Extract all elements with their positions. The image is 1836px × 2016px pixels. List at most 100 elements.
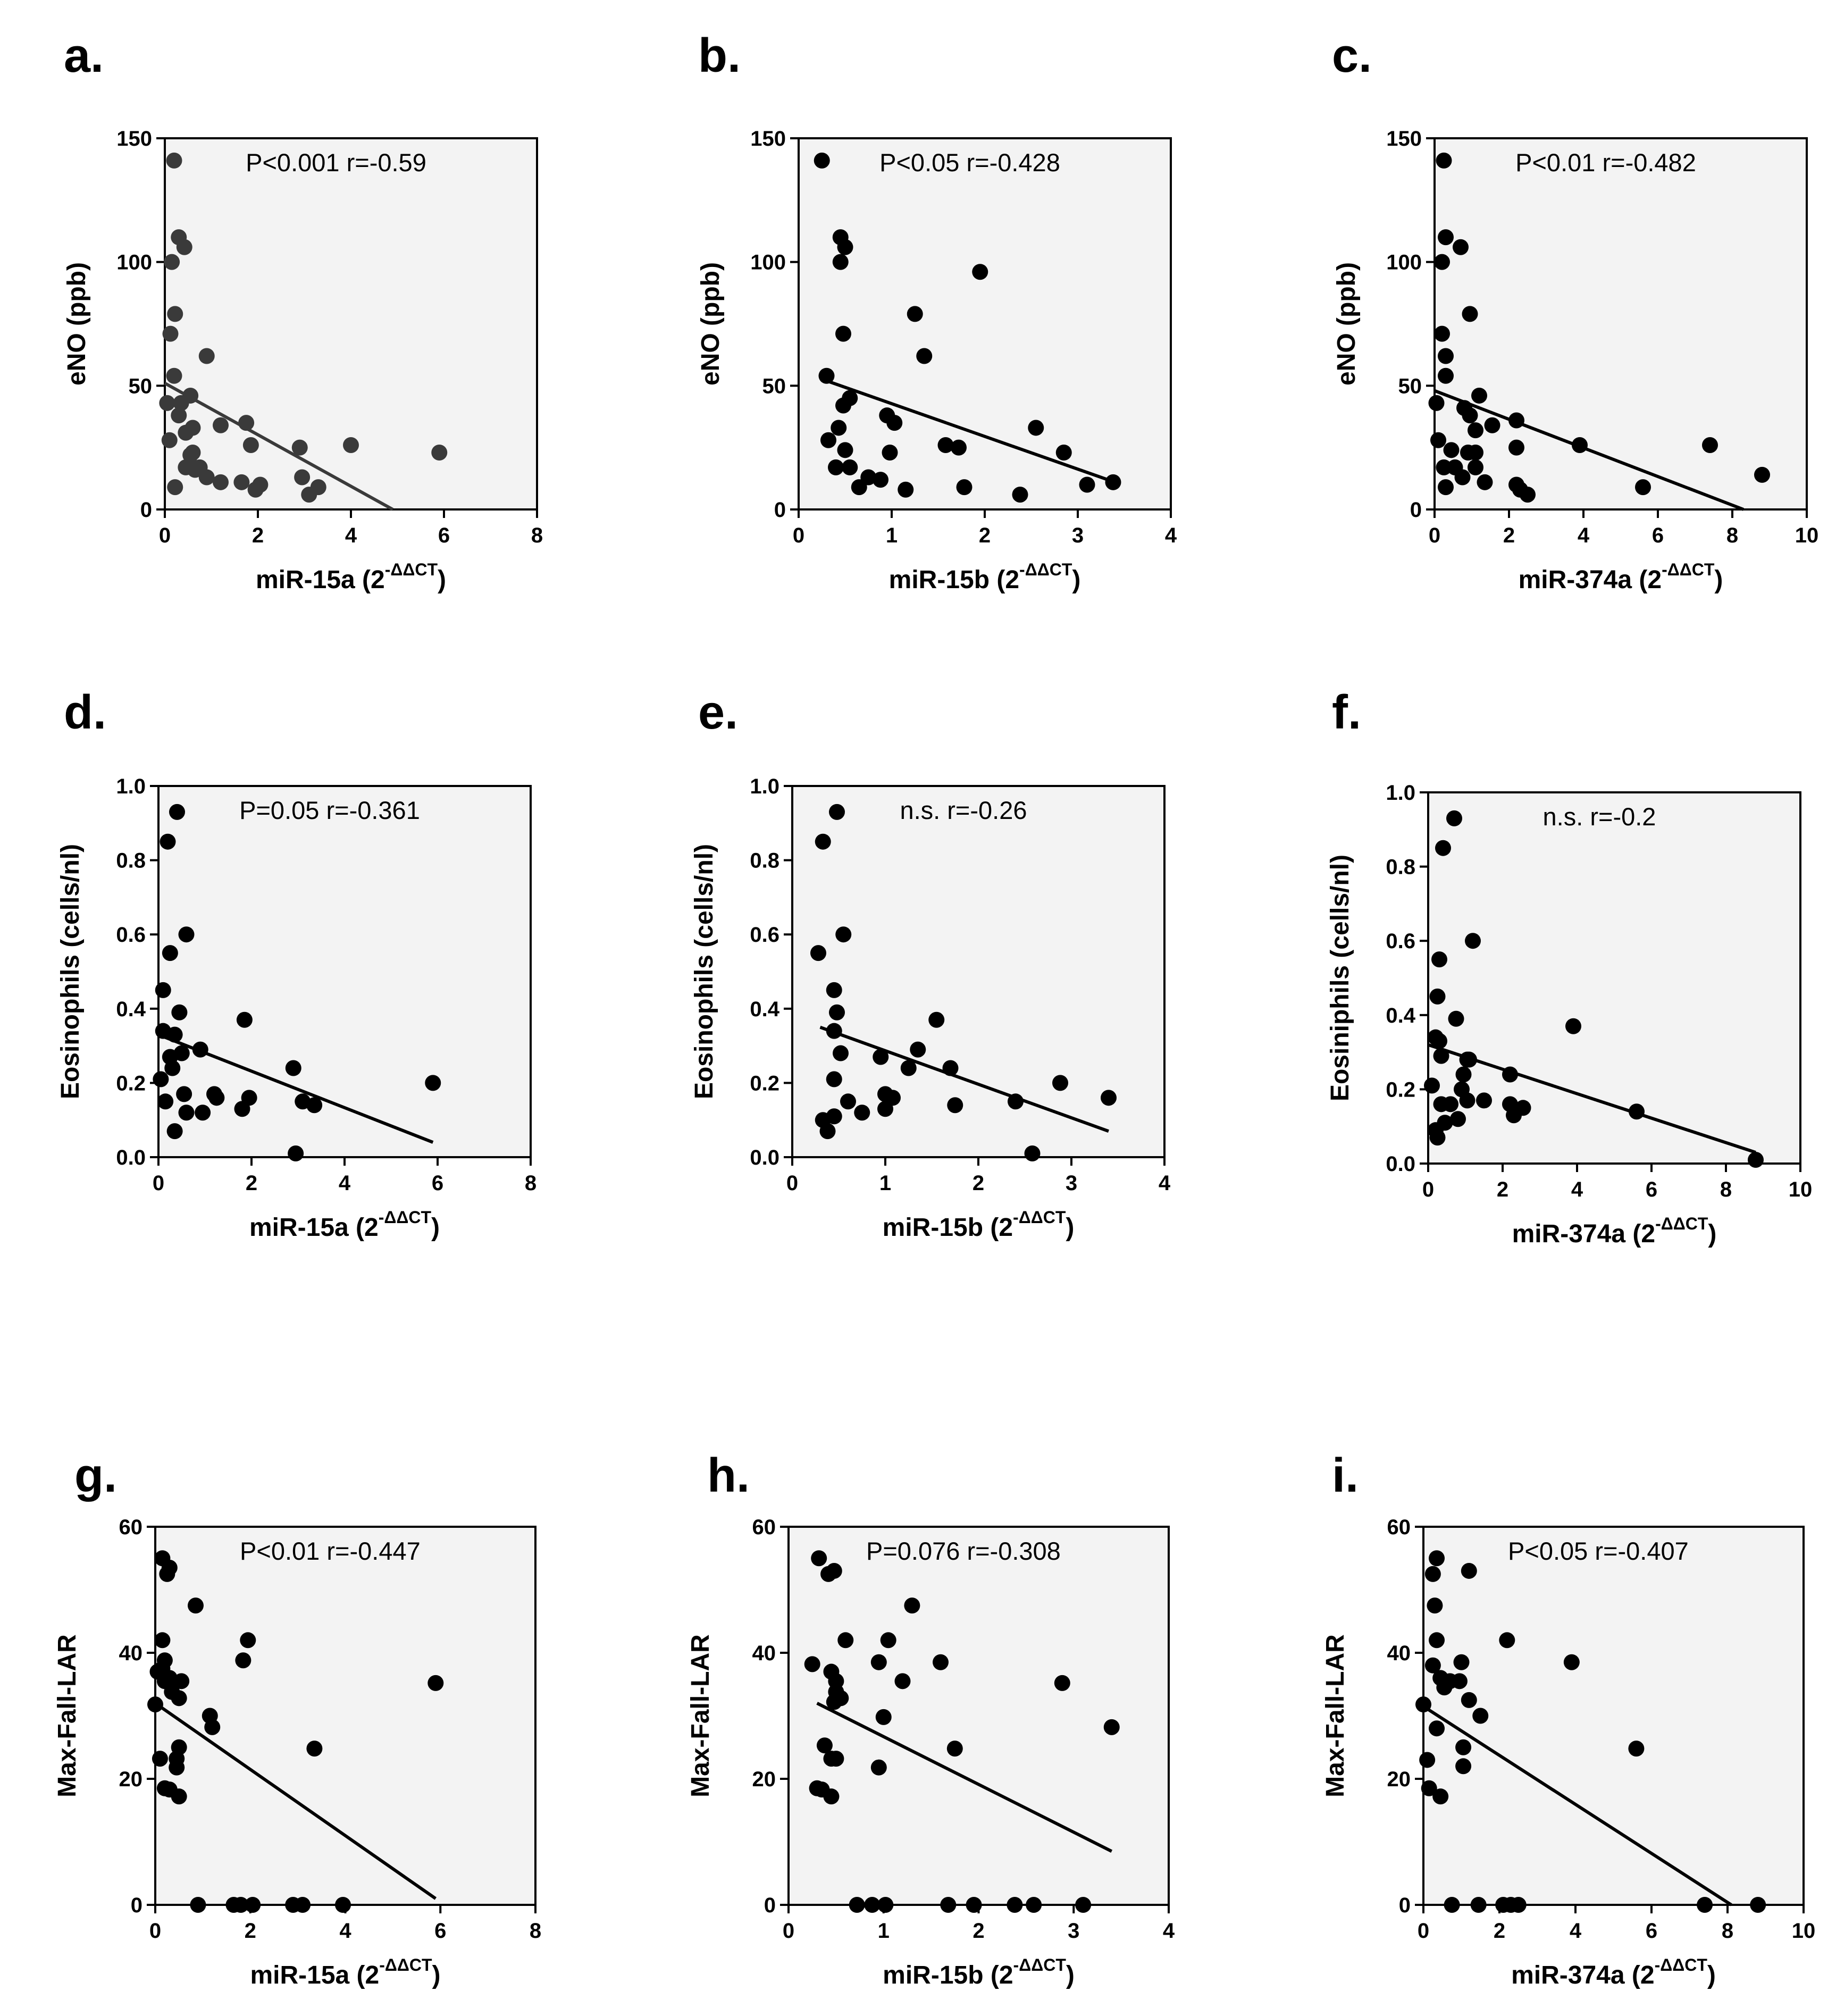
data-point	[162, 325, 179, 342]
data-point	[816, 1737, 833, 1754]
panel-d: d. 0 2 4 6 8 0.0 0.2 0.4 0.6 0.8 1.0 P=0.05 r=-0.361…	[56, 686, 536, 1242]
x-axis-label: miR-374a (2-ΔΔCT)	[1519, 560, 1723, 594]
data-point	[213, 474, 229, 490]
x-tick-label: 0	[159, 524, 171, 547]
data-point	[828, 459, 844, 475]
x-tick-label: 4	[1159, 1172, 1171, 1195]
data-point	[335, 1897, 351, 1913]
data-point	[1443, 442, 1460, 458]
data-point	[425, 1075, 441, 1091]
data-point	[1465, 933, 1481, 949]
data-point	[849, 1897, 865, 1913]
data-point	[291, 439, 308, 456]
y-tick-label: 50	[129, 374, 153, 398]
y-tick-label: 0.6	[116, 923, 146, 947]
y-tick-label: 60	[1387, 1516, 1411, 1539]
data-point	[946, 1741, 963, 1757]
data-point	[814, 152, 830, 169]
x-axis-label: miR-15a (2-ΔΔCT)	[250, 1955, 440, 1989]
data-point	[1468, 444, 1483, 461]
data-point	[213, 417, 229, 433]
plot-area	[798, 137, 1172, 511]
x-tick-label: 8	[531, 524, 543, 547]
data-point	[343, 437, 359, 454]
data-point	[1432, 1788, 1449, 1805]
x-tick-label: 4	[1570, 1919, 1582, 1943]
x-tick-label: 3	[1072, 524, 1084, 547]
y-axis-label: Eosinophils (cells/nl)	[56, 844, 85, 1099]
data-point	[833, 1045, 849, 1061]
data-point	[173, 1673, 190, 1689]
data-point	[1477, 474, 1493, 490]
stat-annotation: P<0.05 r=-0.428	[879, 148, 1060, 177]
panel-letter: i.	[1332, 1449, 1359, 1502]
data-point	[176, 1086, 192, 1102]
data-point	[1697, 1897, 1713, 1913]
data-point	[161, 432, 178, 448]
data-point	[147, 1696, 163, 1713]
data-point	[837, 442, 853, 458]
x-tick-label: 2	[1503, 524, 1515, 547]
data-point	[198, 469, 215, 486]
panel-a: a. 0 2 4 6 8 0 50 100 150 P<0.001 r=-0.59 miR-15a (…	[63, 29, 543, 594]
plot-area	[1433, 137, 1808, 511]
data-point	[829, 804, 845, 820]
x-tick-label: 0	[793, 524, 804, 547]
data-point	[870, 1654, 887, 1670]
data-point	[831, 420, 847, 436]
data-point	[232, 1897, 249, 1913]
y-tick-label: 0	[140, 498, 152, 522]
data-point	[288, 1145, 304, 1162]
data-point	[886, 415, 903, 431]
data-point	[171, 1788, 187, 1805]
x-tick-label: 4	[1165, 524, 1177, 547]
x-axis-label: miR-15a (2-ΔΔCT)	[249, 1208, 440, 1242]
panel-g: g. 0 2 4 6 8 0 20 40 60 P<0.01 r=-0.447 miR-15a (2-…	[53, 1449, 541, 1989]
x-tick-label: 1	[878, 1919, 890, 1943]
x-tick-label: 10	[1792, 1919, 1816, 1943]
data-point	[1468, 459, 1483, 475]
data-point	[877, 1897, 894, 1913]
x-tick-label: 0	[783, 1919, 794, 1943]
data-point	[937, 437, 954, 454]
x-tick-label: 2	[245, 1919, 256, 1943]
data-point	[1026, 1897, 1042, 1913]
data-point	[1415, 1696, 1431, 1713]
data-point	[1520, 487, 1536, 503]
y-tick-label: 0.4	[1386, 1004, 1415, 1027]
data-point	[940, 1897, 957, 1913]
x-tick-label: 0	[153, 1172, 164, 1195]
panel-f: f. 0 2 4 6 8 10 0.0 0.2 0.4 0.6 0.8 1.0 n.s. r=-0.2 mi…	[1326, 686, 1812, 1248]
data-point	[1444, 1897, 1460, 1913]
data-point	[820, 432, 836, 448]
data-point	[1424, 1077, 1440, 1094]
data-point	[169, 1759, 185, 1776]
y-tick-label: 40	[1387, 1642, 1411, 1665]
data-point	[301, 487, 317, 503]
y-tick-label: 20	[752, 1768, 776, 1791]
data-point	[840, 1093, 856, 1110]
y-tick-label: 40	[752, 1642, 776, 1665]
data-point	[245, 1897, 261, 1913]
data-point	[1448, 1010, 1464, 1027]
data-point	[1461, 1692, 1477, 1708]
data-point	[1455, 1758, 1472, 1775]
regression-line	[1433, 389, 1745, 511]
data-point	[1055, 444, 1072, 461]
data-point	[837, 239, 853, 255]
x-tick-label: 6	[432, 1172, 443, 1195]
data-point	[167, 306, 183, 322]
data-point	[1438, 367, 1454, 384]
y-tick-label: 0.4	[750, 998, 779, 1021]
data-point	[1024, 1145, 1041, 1162]
y-tick-label: 0.0	[116, 1146, 146, 1169]
stat-annotation: P<0.05 r=-0.407	[1508, 1537, 1689, 1565]
data-point	[1450, 1111, 1466, 1127]
x-tick-label: 8	[1722, 1919, 1733, 1943]
data-point	[894, 1673, 911, 1689]
y-tick-label: 150	[1386, 127, 1422, 150]
x-tick-label: 4	[1163, 1919, 1175, 1943]
y-tick-label: 100	[750, 251, 786, 274]
data-point	[1429, 1550, 1445, 1567]
data-point	[810, 945, 826, 961]
